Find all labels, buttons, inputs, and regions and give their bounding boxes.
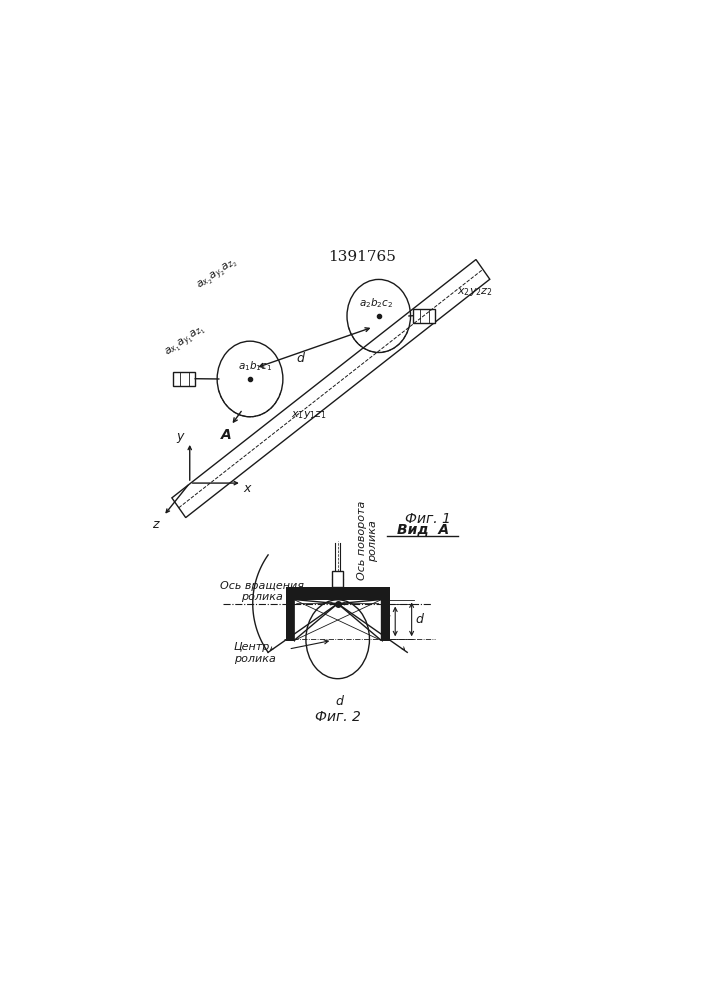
Text: x: x xyxy=(244,482,251,495)
Text: 1391765: 1391765 xyxy=(328,250,397,264)
Text: Ось поворота
ролика: Ось поворота ролика xyxy=(357,501,378,580)
Text: $l$: $l$ xyxy=(386,614,392,628)
Text: $d$: $d$ xyxy=(335,694,346,708)
Bar xyxy=(286,587,390,600)
Text: Фиг. 1: Фиг. 1 xyxy=(405,512,451,526)
Text: Вид  А: Вид А xyxy=(397,523,449,537)
Text: $a_{x_2}a_{y_2}a_{z_2}$: $a_{x_2}a_{y_2}a_{z_2}$ xyxy=(195,256,242,294)
Text: $a_2b_2c_2$: $a_2b_2c_2$ xyxy=(359,297,393,310)
Text: Фиг. 2: Фиг. 2 xyxy=(315,710,361,724)
Text: $x_1y_1z_1$: $x_1y_1z_1$ xyxy=(291,409,327,421)
Bar xyxy=(286,600,294,641)
Bar xyxy=(332,571,343,587)
Text: $a_1b_1c_1$: $a_1b_1c_1$ xyxy=(238,360,273,373)
Text: Ось вращения
ролика: Ось вращения ролика xyxy=(220,581,304,602)
Bar xyxy=(173,372,195,386)
Bar xyxy=(414,309,436,323)
Text: z: z xyxy=(153,518,159,531)
Bar xyxy=(382,600,390,641)
Text: $x_2y_2z_2$: $x_2y_2z_2$ xyxy=(457,286,493,298)
Text: Центр
ролика: Центр ролика xyxy=(233,642,276,664)
Text: $a_{x_1}a_{y_1}a_{z_1}$: $a_{x_1}a_{y_1}a_{z_1}$ xyxy=(163,322,209,361)
Text: y: y xyxy=(176,430,184,443)
Text: $d$: $d$ xyxy=(296,351,305,365)
Text: $d$: $d$ xyxy=(415,612,425,626)
Text: А: А xyxy=(221,428,232,442)
